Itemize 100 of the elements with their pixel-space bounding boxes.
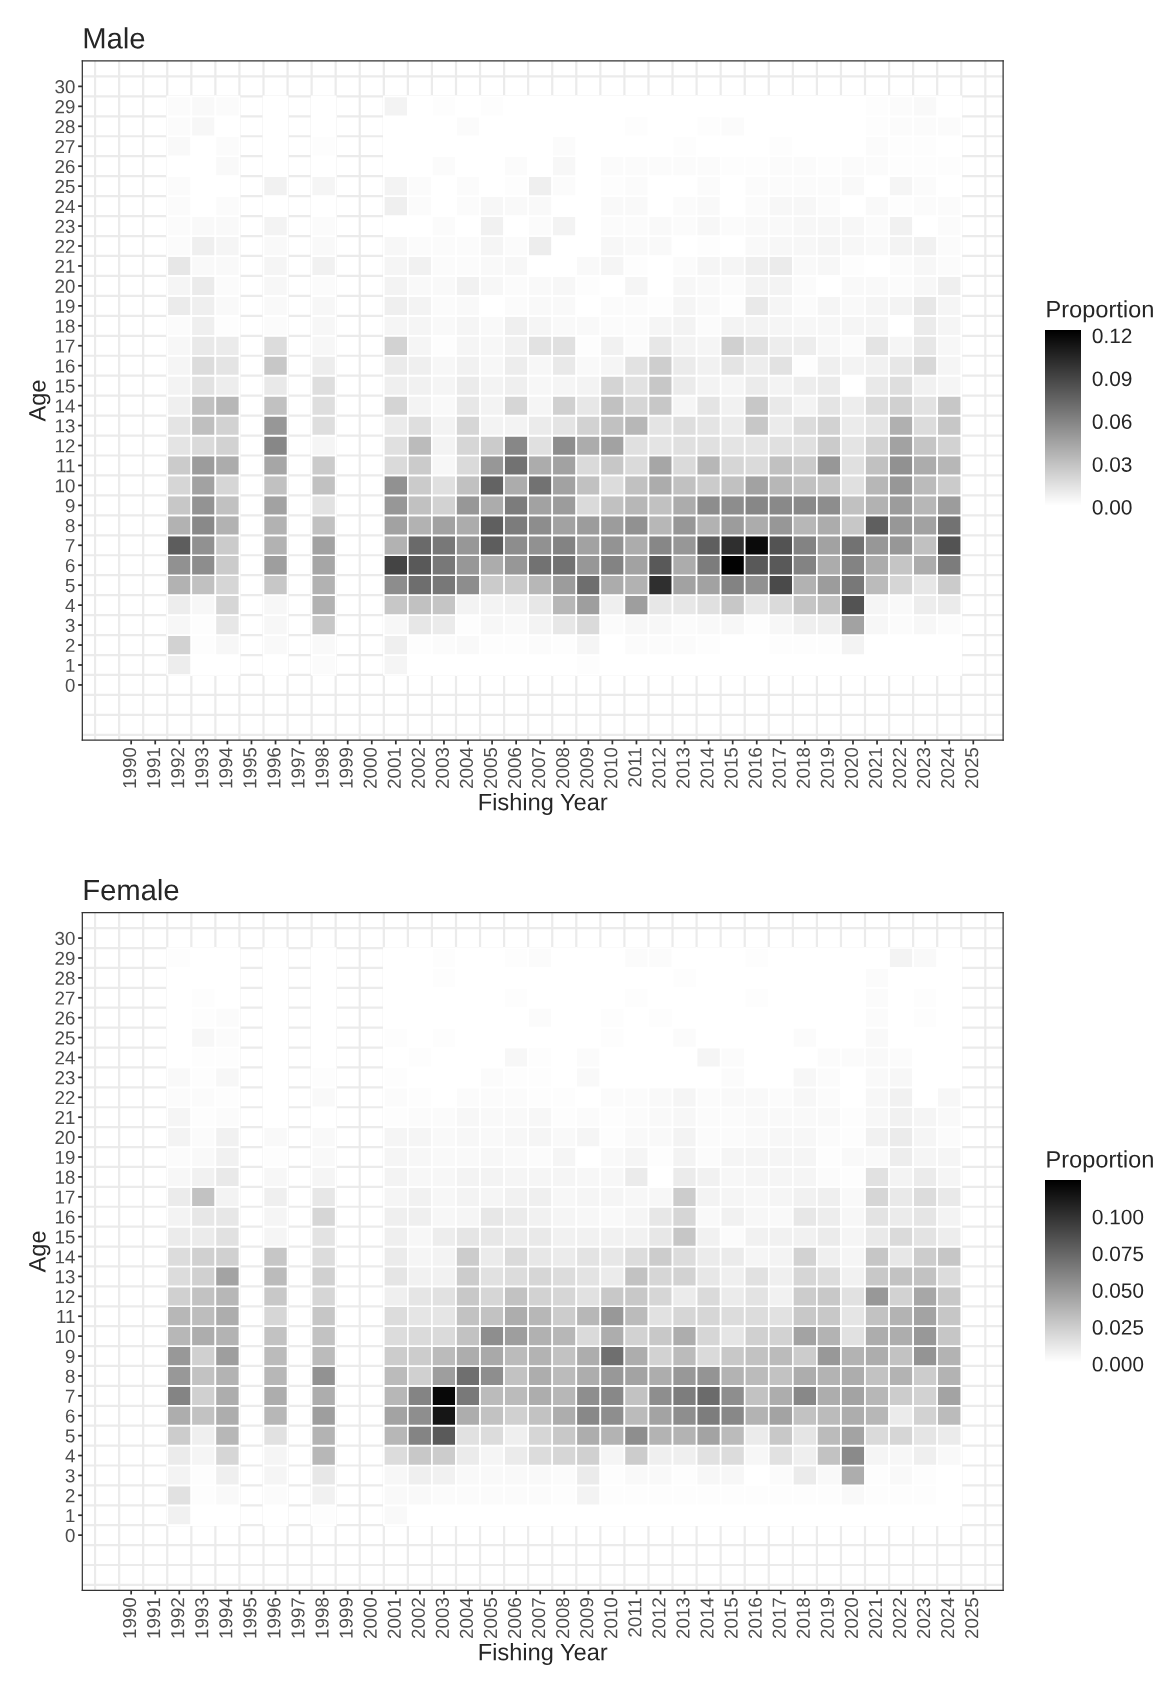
y-tick-label: 3 (65, 1469, 75, 1483)
x-tick-label: 1999 (339, 748, 353, 788)
x-tick-label: 1994 (219, 1597, 233, 1638)
color-bar-label: 0.09 (1092, 371, 1132, 387)
x-tick-label: 2001 (387, 1598, 401, 1638)
x-tick-label: 2015 (724, 1598, 738, 1638)
x-tick-label: 2025 (965, 1598, 979, 1638)
y-tick-label: 30 (55, 931, 75, 946)
y-tick-label: 20 (55, 1130, 75, 1145)
y-tick-label: 22 (55, 1091, 75, 1105)
x-tick-label: 2002 (411, 1598, 425, 1638)
x-tick-label: 1994 (219, 747, 233, 788)
x-tick-label: 2007 (531, 1598, 546, 1638)
y-tick-label: 24 (55, 199, 75, 213)
x-tick-label: 2016 (748, 747, 762, 788)
y-tick-label: 17 (55, 339, 75, 353)
x-tick-label: 2014 (700, 747, 714, 788)
y-tick-label: 20 (55, 279, 75, 293)
x-tick-label: 2023 (916, 1598, 931, 1638)
x-tick-label: 1992 (171, 748, 185, 788)
y-tick-label: 15 (55, 1230, 75, 1244)
y-tick-label: 5 (65, 579, 75, 593)
y-tick-label: 1 (66, 1509, 75, 1523)
x-tick-label: 2020 (844, 1597, 859, 1638)
color-bar-label: 0.12 (1092, 328, 1132, 344)
x-tick-label: 2008 (556, 1598, 570, 1638)
x-tick-label: 2022 (892, 1598, 907, 1638)
y-tick-label: 23 (55, 219, 75, 234)
y-tick-label: 10 (55, 1329, 75, 1344)
y-axis-title: Age (29, 380, 51, 422)
x-tick-label: 2024 (940, 1597, 955, 1638)
x-tick-label: 2001 (387, 748, 401, 788)
x-tick-label: 1996 (267, 1598, 281, 1638)
x-tick-label: 2010 (604, 1597, 618, 1638)
y-tick-label: 4 (65, 599, 75, 612)
y-tick-label: 28 (55, 119, 75, 134)
color-bar-title: Proportion (1047, 300, 1153, 323)
y-tick-label: 27 (55, 139, 75, 154)
x-tick-label: 2004 (459, 1597, 474, 1638)
x-tick-label: 2018 (796, 747, 810, 788)
y-tick-label: 2 (65, 638, 75, 652)
y-tick-label: 13 (55, 1270, 75, 1284)
x-tick-label: 2010 (604, 747, 618, 788)
color-bar-label: 0.050 (1092, 1283, 1144, 1298)
color-bar-label: 0.03 (1092, 457, 1132, 472)
y-tick-label: 19 (55, 299, 75, 313)
y-axis-title: Age (29, 1231, 51, 1273)
x-tick-label: 2011 (628, 1598, 642, 1637)
y-tick-label: 12 (55, 439, 75, 453)
x-tick-label: 2020 (844, 747, 859, 788)
y-tick-label: 1 (66, 658, 75, 672)
x-tick-label: 1993 (195, 747, 209, 788)
y-tick-label: 18 (55, 1170, 75, 1184)
y-tick-label: 30 (55, 80, 75, 94)
x-tick-label: 1998 (315, 1598, 329, 1638)
chart-title: Male (84, 27, 145, 49)
x-tick-label: 2017 (772, 748, 786, 788)
x-tick-label: 1999 (339, 1598, 353, 1638)
y-tick-label: 3 (65, 618, 75, 633)
x-tick-label: 2023 (916, 747, 931, 788)
x-tick-label: 2013 (676, 747, 690, 788)
y-tick-label: 8 (65, 1369, 75, 1383)
x-tick-label: 2011 (628, 748, 642, 787)
x-tick-label: 2002 (411, 748, 425, 788)
x-tick-label: 2024 (940, 747, 955, 788)
x-tick-label: 2004 (459, 747, 474, 788)
x-tick-label: 1990 (122, 747, 137, 788)
y-tick-label: 29 (55, 951, 75, 965)
y-tick-label: 4 (65, 1449, 75, 1463)
y-tick-label: 21 (55, 259, 75, 273)
chart-title: Female (84, 878, 179, 901)
y-tick-label: 5 (65, 1429, 75, 1443)
y-tick-label: 17 (55, 1190, 75, 1204)
y-tick-label: 0 (65, 1528, 75, 1543)
x-tick-label: 2014 (700, 1597, 714, 1638)
y-tick-label: 6 (65, 558, 75, 573)
y-tick-label: 13 (55, 419, 75, 433)
color-bar-title: Proportion (1047, 1150, 1153, 1173)
x-axis-title: Fishing Year (479, 793, 608, 816)
x-tick-label: 1997 (291, 748, 305, 788)
color-bar-label: 0.06 (1092, 414, 1132, 430)
x-tick-label: 1995 (243, 1598, 257, 1638)
y-tick-label: 0 (65, 678, 75, 692)
y-tick-label: 28 (55, 971, 75, 985)
x-tick-label: 2006 (507, 747, 522, 788)
y-tick-label: 7 (65, 539, 75, 553)
y-tick-label: 19 (55, 1150, 75, 1164)
color-bar-label: 0.025 (1092, 1320, 1144, 1335)
x-tick-label: 2009 (580, 748, 594, 788)
x-tick-label: 1990 (122, 1597, 137, 1638)
y-tick-label: 22 (55, 239, 75, 253)
x-tick-label: 2015 (724, 747, 738, 788)
y-tick-label: 10 (55, 479, 75, 493)
y-tick-label: 14 (55, 399, 75, 413)
y-tick-label: 29 (55, 100, 75, 114)
color-bar-label: 0.075 (1092, 1246, 1144, 1262)
x-axis-title: Fishing Year (479, 1643, 608, 1666)
x-tick-label: 1998 (315, 747, 329, 788)
y-tick-label: 6 (65, 1409, 75, 1423)
x-tick-label: 2000 (363, 747, 377, 788)
